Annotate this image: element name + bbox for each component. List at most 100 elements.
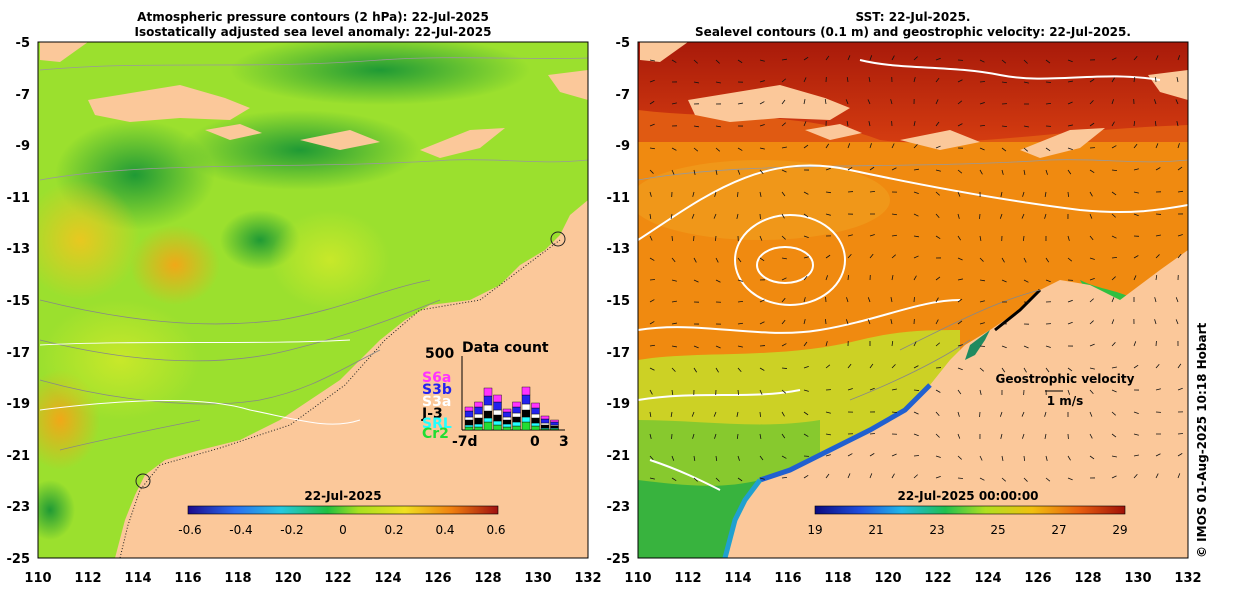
velocity-arrow [649, 389, 653, 395]
right-map [638, 42, 1188, 558]
velocity-arrow [649, 235, 653, 241]
velocity-arrow [847, 254, 852, 259]
data-count-bar-segment [521, 394, 531, 405]
data-count-bar-segment [512, 401, 521, 408]
velocity-arrow [1111, 276, 1116, 281]
velocity-arrow [1023, 455, 1026, 462]
velocity-arrow [803, 191, 809, 195]
velocity-arrow [979, 279, 985, 282]
velocity-arrow [845, 99, 849, 105]
bali-island [205, 124, 262, 140]
data-count-bar-segment [512, 416, 521, 423]
velocity-arrow [957, 235, 962, 241]
velocity-arrow [913, 144, 918, 149]
velocity-arrow [1067, 235, 1070, 241]
velocity-arrow [891, 411, 898, 414]
left-colorbar-title: 22-Jul-2025 [304, 489, 381, 503]
velocity-arrow [737, 477, 743, 482]
velocity-arrow [891, 340, 894, 347]
velocity-arrow [1089, 343, 1095, 347]
velocity-arrow [913, 474, 918, 479]
velocity-arrow [1089, 320, 1094, 325]
velocity-arrow [890, 319, 893, 325]
left-colorbar-tick: 0.4 [435, 523, 454, 537]
mission-label-cr2: Cr2 [422, 426, 449, 442]
velocity-arrow [1045, 367, 1050, 373]
velocity-arrow [649, 147, 656, 150]
velocity-arrow [825, 341, 828, 347]
velocity-arrow [1155, 167, 1161, 171]
velocity-arrow [1177, 166, 1183, 171]
velocity-arrow [1155, 76, 1157, 83]
velocity-arrow [913, 411, 919, 415]
velocity-arrow [1155, 473, 1159, 479]
velocity-arrow [891, 55, 895, 61]
velocity-arrow [693, 367, 697, 373]
right-colorbar-tick: 25 [990, 523, 1005, 537]
velocity-arrow [693, 477, 698, 482]
velocity-arrow [979, 257, 984, 262]
left-x-tick: 118 [224, 571, 251, 586]
velocity-arrow [1177, 363, 1182, 369]
northeast-land [548, 70, 588, 100]
velocity-arrow [1154, 297, 1157, 303]
velocity-arrow [1022, 191, 1025, 197]
velocity-arrow [1111, 57, 1117, 61]
mission-label-s3a: S3a [422, 394, 451, 410]
velocity-arrow [1022, 235, 1025, 242]
velocity-arrow [825, 411, 831, 414]
right-colorbar-tick: 21 [868, 523, 883, 537]
data-count-bar-segment [531, 422, 540, 427]
velocity-arrow [824, 98, 827, 105]
velocity-arrow [957, 79, 963, 83]
data-count-x-zero: 0 [530, 434, 540, 450]
velocity-arrow [1111, 235, 1117, 239]
velocity-arrow [1045, 59, 1051, 64]
velocity-arrow [759, 80, 765, 83]
velocity-arrow [913, 341, 917, 347]
data-count-bar-segment [493, 424, 502, 431]
velocity-arrow [1133, 120, 1136, 127]
velocity-arrow [999, 411, 1003, 417]
velocity-arrow [1154, 120, 1157, 127]
velocity-arrow [1023, 345, 1029, 349]
velocity-arrow [737, 169, 741, 175]
velocity-arrow [759, 433, 762, 439]
velocity-arrow [759, 367, 765, 371]
velocity-arrow [957, 455, 962, 460]
data-count-bar-segment [521, 416, 531, 423]
velocity-arrow [979, 477, 985, 481]
velocity-arrow [1001, 455, 1004, 461]
data-count-bar-segment [540, 415, 550, 420]
velocity-arrow [781, 146, 787, 149]
velocity-arrow [1023, 279, 1029, 283]
velocity-arrow [825, 433, 831, 436]
velocity-arrow [869, 143, 872, 149]
right-x-tick: 110 [624, 571, 651, 586]
velocity-arrow [1133, 454, 1139, 457]
data-count-bar-segment [550, 425, 559, 429]
left-y-tick: -19 [7, 397, 31, 412]
velocity-arrow [1021, 213, 1025, 219]
velocity-arrow [1133, 255, 1139, 259]
left-y-tick: -25 [7, 552, 31, 567]
velocity-arrow [781, 78, 787, 83]
velocity-arrow [1045, 147, 1051, 152]
velocity-arrow [935, 342, 941, 347]
data-count-bar-segment [464, 406, 474, 412]
left-title-line1: Atmospheric pressure contours (2 hPa): 2… [137, 10, 489, 24]
data-count-bar-segment [531, 417, 540, 424]
velocity-arrow [671, 147, 677, 151]
right-colorbar-tick: 23 [929, 523, 944, 537]
velocity-arrow [935, 121, 940, 127]
velocity-arrow [803, 411, 809, 416]
northeast-land-right [1148, 70, 1188, 100]
velocity-arrow [825, 275, 828, 281]
velocity-arrow [1133, 474, 1138, 479]
imos-credit: © IMOS 01-Aug-2025 10:18 Hobart [1195, 322, 1209, 558]
left-y-tick: -17 [7, 346, 31, 361]
data-count-bar-segment [474, 426, 483, 431]
velocity-arrow [1067, 191, 1069, 198]
velocity-arrow [1089, 191, 1093, 197]
velocity-arrow [781, 343, 787, 347]
